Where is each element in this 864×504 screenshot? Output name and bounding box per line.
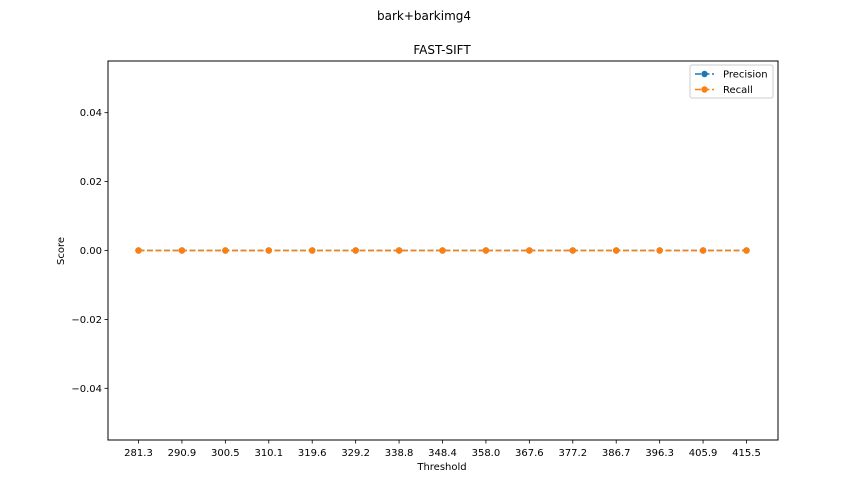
x-tick-label: 415.5 [732, 448, 761, 459]
x-tick-label: 338.8 [385, 448, 414, 459]
data-point-recall [439, 247, 446, 254]
data-point-recall [743, 247, 750, 254]
data-point-recall [135, 247, 142, 254]
x-tick-label: 329.2 [341, 448, 370, 459]
y-tick-label: 0.00 [80, 246, 102, 257]
x-tick-label: 348.4 [428, 448, 457, 459]
y-axis: −0.04 −0.02 0.00 0.02 0.04 [71, 108, 108, 395]
y-tick-label: −0.02 [71, 315, 102, 326]
data-point-recall [352, 247, 359, 254]
data-point-recall [526, 247, 533, 254]
x-axis: 281.3 290.9 300.5 310.1 319.6 329.2 338.8 348.4… [124, 440, 761, 459]
x-axis-label: Threshold [416, 462, 466, 473]
data-point-recall [699, 247, 707, 254]
legend-marker-precision [701, 70, 708, 78]
legend: Precision Recall [689, 64, 774, 99]
legend-label-precision: Precision [723, 70, 768, 81]
data-point-recall [178, 247, 186, 254]
x-tick-label: 310.1 [254, 448, 283, 459]
data-point-recall [656, 247, 663, 254]
series-layer [135, 247, 750, 254]
legend-marker-recall [701, 86, 708, 93]
y-tick-label: −0.04 [71, 384, 102, 395]
data-point-recall [395, 247, 403, 254]
data-point-recall [482, 247, 490, 254]
y-tick-label: 0.04 [80, 108, 102, 119]
x-tick-label: 396.3 [645, 448, 674, 459]
x-tick-label: 367.6 [515, 448, 544, 459]
data-point-recall [309, 247, 316, 254]
x-tick-label: 300.5 [211, 448, 240, 459]
x-tick-label: 386.7 [602, 448, 631, 459]
legend-label-recall: Recall [723, 85, 753, 96]
x-tick-label: 377.2 [558, 448, 587, 459]
x-tick-label: 358.0 [472, 448, 501, 459]
y-tick-label: 0.02 [80, 177, 102, 188]
x-tick-label: 319.6 [298, 448, 327, 459]
x-tick-label: 281.3 [124, 448, 153, 459]
figure-suptitle: bark+barkimg4 [377, 9, 471, 23]
x-tick-label: 290.9 [168, 448, 197, 459]
data-point-recall [222, 247, 229, 254]
data-point-recall [265, 247, 272, 254]
x-tick-label: 405.9 [689, 448, 718, 459]
data-point-recall [569, 247, 576, 254]
chart-title: FAST-SIFT [413, 43, 471, 57]
y-axis-label: Score [56, 237, 67, 265]
legend-frame [689, 64, 774, 99]
data-point-recall [613, 247, 620, 254]
